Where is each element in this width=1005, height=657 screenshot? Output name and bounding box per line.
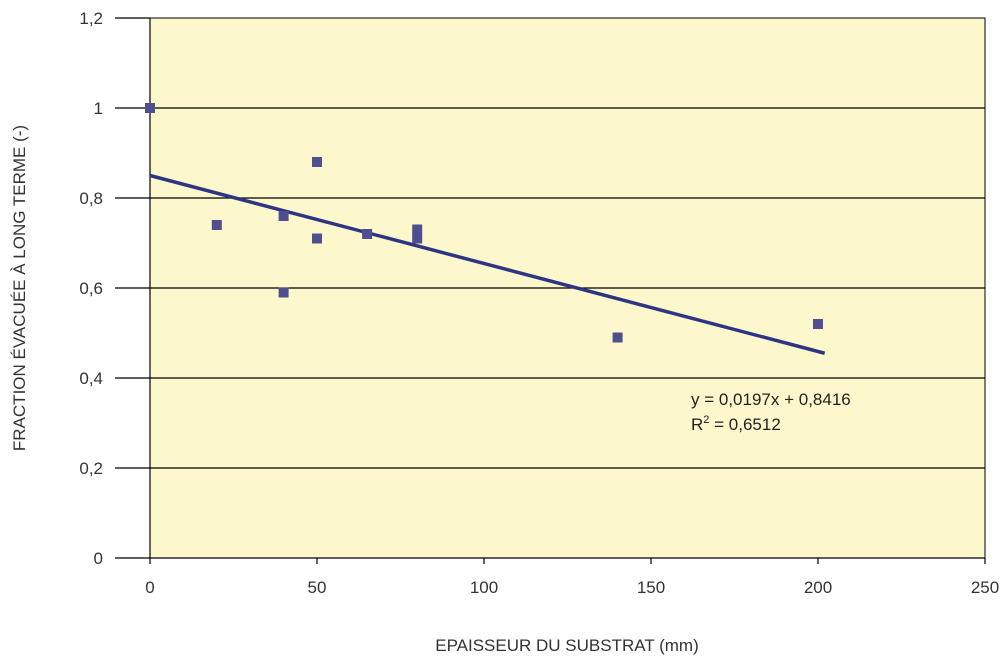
data-point xyxy=(813,319,823,329)
data-point xyxy=(412,233,423,244)
data-point xyxy=(312,157,322,167)
x-tick-label: 200 xyxy=(804,578,832,597)
y-tick-label: 0 xyxy=(94,549,103,568)
y-tick-label: 1 xyxy=(94,99,103,118)
grid-lines xyxy=(150,107,985,469)
r-squared-exponent: 2 xyxy=(703,414,709,426)
y-tick-label: 0,4 xyxy=(79,369,103,388)
data-point xyxy=(278,287,289,298)
y-tick-label: 0,2 xyxy=(79,459,103,478)
x-tick-label: 150 xyxy=(637,578,665,597)
y-tick-label: 0,8 xyxy=(79,189,103,208)
trendline-equation: y = 0,0197x + 0,8416 xyxy=(691,390,851,409)
y-axis-title: FRACTION ÉVACUÉE À LONG TERME (-) xyxy=(10,125,29,451)
r-squared: R2 = 0,6512 xyxy=(691,414,781,434)
x-axis-title: EPAISSEUR DU SUBSTRAT (mm) xyxy=(435,636,699,655)
x-tick-label: 250 xyxy=(971,578,999,597)
data-point xyxy=(362,229,373,239)
trendline xyxy=(149,173,826,355)
x-axis: 0 50 100 150 200 250 xyxy=(145,557,999,597)
data-point xyxy=(612,332,623,343)
data-point xyxy=(145,103,155,113)
x-tick-label: 100 xyxy=(470,578,498,597)
x-tick-label: 50 xyxy=(308,578,327,597)
x-tick-label: 0 xyxy=(145,578,154,597)
data-points xyxy=(145,103,823,343)
y-tick-label: 0,6 xyxy=(79,279,103,298)
data-point xyxy=(312,233,322,244)
data-point xyxy=(412,224,423,235)
y-tick-label: 1,2 xyxy=(79,9,103,28)
y-axis: 0 0,2 0,4 0,6 0,8 1 1,2 xyxy=(79,9,151,568)
data-point xyxy=(211,220,222,230)
trendline-group xyxy=(149,173,826,355)
data-point xyxy=(278,211,289,221)
